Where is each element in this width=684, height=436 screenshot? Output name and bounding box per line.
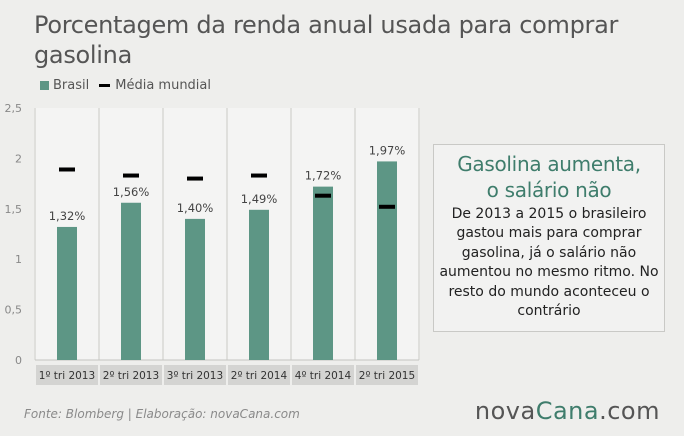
- bar-brasil: [57, 226, 77, 360]
- marker-media-mundial: [251, 173, 267, 178]
- marker-media-mundial: [379, 204, 395, 209]
- x-tick-label: 1º tri 2013: [39, 370, 95, 382]
- x-tick-label-bg: [36, 365, 98, 385]
- bar-brasil: [313, 186, 333, 360]
- y-tick-label: 1: [15, 253, 22, 266]
- bar-brasil: [377, 161, 397, 360]
- marker-media-mundial: [59, 167, 75, 172]
- callout-body: De 2013 a 2015 o brasileiro gastou mais …: [439, 206, 659, 320]
- chart-legend: Brasil Média mundial: [40, 78, 221, 93]
- brand-nova: nova: [474, 397, 536, 425]
- bar-chart: 0 0,5 1 1,5 2 2,5 1,32% 1º tri 2013 1,56% 2º tri …: [5, 102, 420, 385]
- bar-brasil: [185, 218, 205, 360]
- y-tick-label: 2: [15, 152, 22, 165]
- x-tick-label-bg: [228, 365, 290, 385]
- legend-label-mundial: Média mundial: [115, 78, 211, 93]
- data-label: 1,40%: [177, 201, 214, 215]
- data-label: 1,49%: [241, 192, 278, 206]
- legend-item-brasil: Brasil: [40, 78, 89, 93]
- x-tick-label-bg: [356, 365, 418, 385]
- source-note: Fonte: Blomberg | Elaboração: novaCana.c…: [24, 407, 300, 421]
- y-tick-label: 0,5: [5, 304, 23, 317]
- x-tick-label: 4º tri 2014: [295, 370, 352, 382]
- brand-cana: Cana: [535, 397, 600, 425]
- marker-media-mundial: [123, 173, 139, 178]
- bar-brasil: [121, 202, 141, 360]
- data-label: 1,97%: [369, 143, 406, 157]
- brand-logo: novaCana.com: [475, 397, 660, 425]
- data-label: 1,32%: [49, 209, 86, 223]
- x-tick-label-bg: [292, 365, 354, 385]
- legend-swatch-mundial: [99, 84, 111, 87]
- x-tick-label-bg: [164, 365, 226, 385]
- x-tick-label: 2º tri 2015: [359, 370, 415, 382]
- marker-media-mundial: [315, 193, 331, 198]
- data-label: 1,72%: [305, 169, 342, 183]
- legend-item-mundial: Média mundial: [99, 78, 211, 93]
- legend-swatch-brasil: [40, 81, 49, 90]
- data-label: 1,56%: [113, 185, 150, 199]
- marker-media-mundial: [187, 176, 203, 181]
- x-tick-label: 3º tri 2013: [167, 370, 223, 382]
- x-tick-label: 2º tri 2013: [103, 370, 159, 382]
- callout-box: Gasolina aumenta, o salário não De 2013 …: [433, 144, 665, 332]
- y-tick-label: 2,5: [5, 102, 23, 115]
- x-tick-label: 2º tri 2014: [231, 370, 288, 382]
- x-tick-label-bg: [100, 365, 162, 385]
- y-tick-label: 1,5: [5, 203, 23, 216]
- callout-heading: Gasolina aumenta, o salário não: [457, 152, 641, 202]
- legend-label-brasil: Brasil: [53, 78, 90, 93]
- y-tick-label: 0: [15, 354, 22, 367]
- brand-domain: .com: [599, 397, 660, 425]
- bar-brasil: [249, 209, 269, 360]
- chart-title: Porcentagem da renda anual usada para co…: [34, 11, 619, 69]
